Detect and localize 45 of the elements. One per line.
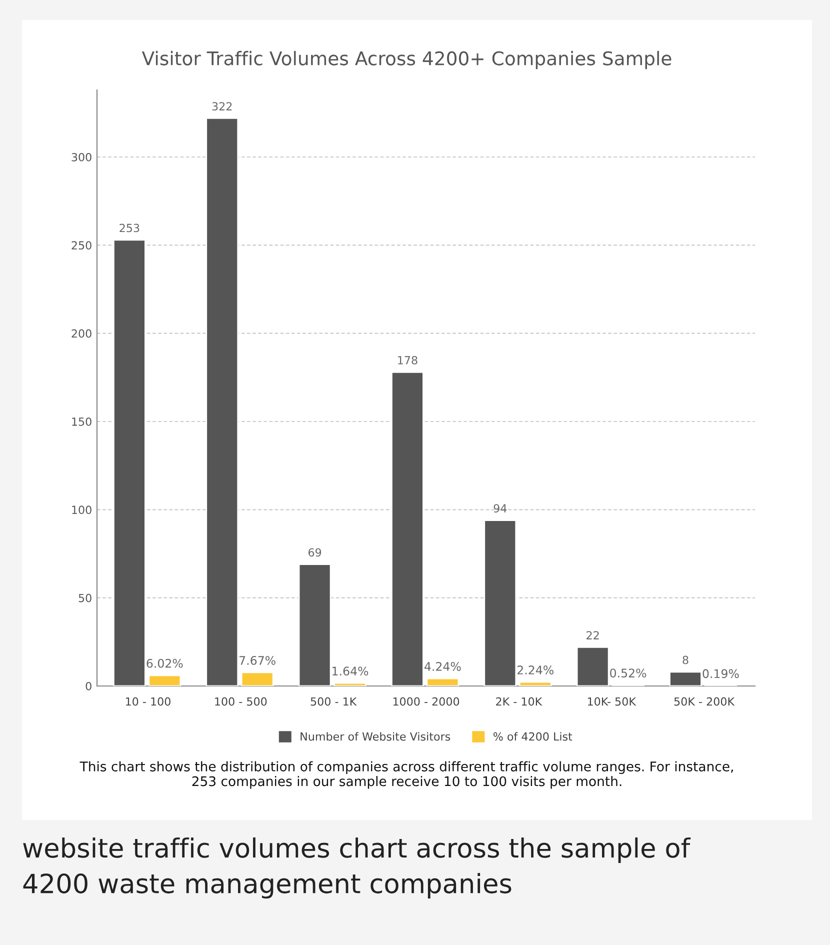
bar	[298, 564, 332, 686]
legend-label: Number of Website Visitors	[300, 732, 450, 741]
data-label: 253	[120, 224, 140, 232]
x-tick-label: 10 - 100	[126, 697, 170, 706]
y-tick-label: 150	[72, 417, 92, 426]
data-label: 1.64%	[332, 666, 368, 676]
bar	[334, 682, 366, 686]
x-tick-label: 1000 - 2000	[393, 697, 460, 706]
data-label: 178	[398, 356, 418, 364]
data-label: 69	[308, 548, 322, 557]
data-label: 0.19%	[702, 669, 739, 678]
text: This chart shows the distribution of companies across different traffic volume ranges. For instance, 253 companies in our sample receive 10 to 100 visits per month.	[80, 761, 733, 789]
y-tick-label: 250	[72, 241, 92, 250]
data-label: 0.52%	[610, 668, 646, 678]
data-label: 4.24%	[424, 662, 461, 671]
bar	[669, 671, 702, 686]
x-tick-label: 10K- 50K	[588, 697, 636, 706]
data-label: 94	[494, 504, 507, 513]
y-tick-label: 0	[86, 682, 92, 690]
data-label: 22	[586, 631, 599, 640]
data-label: 7.67%	[240, 656, 276, 665]
x-tick-label: 500 - 1K	[310, 697, 357, 706]
bar	[112, 239, 146, 686]
x-tick-label: 100 - 500	[215, 697, 267, 706]
bar	[391, 371, 424, 686]
data-label: 6.02%	[146, 658, 183, 668]
bar	[518, 681, 552, 686]
y-tick-label: 50	[78, 594, 92, 602]
text: website traffic volumes chart across the sample of 4200 waste management companies	[23, 837, 691, 899]
bar	[240, 672, 274, 686]
x-tick-label: 2K - 10K	[496, 697, 542, 706]
data-label: 322	[212, 102, 232, 111]
y-tick-label: 300	[72, 152, 92, 162]
x-tick-label: 50K - 200K	[674, 697, 735, 706]
bar	[426, 678, 460, 686]
bar	[484, 520, 517, 686]
y-tick-label: 100	[72, 506, 92, 514]
data-label: 8	[682, 656, 688, 664]
y-tick-label: 200	[72, 329, 92, 338]
legend-label: % of 4200 List	[493, 732, 572, 741]
bar	[576, 646, 610, 686]
bar	[148, 674, 182, 686]
chart-title: Visitor Traffic Volumes Across 4200+ Companies Sample	[142, 50, 672, 70]
data-label: 2.24%	[517, 666, 554, 674]
bar	[206, 118, 239, 686]
